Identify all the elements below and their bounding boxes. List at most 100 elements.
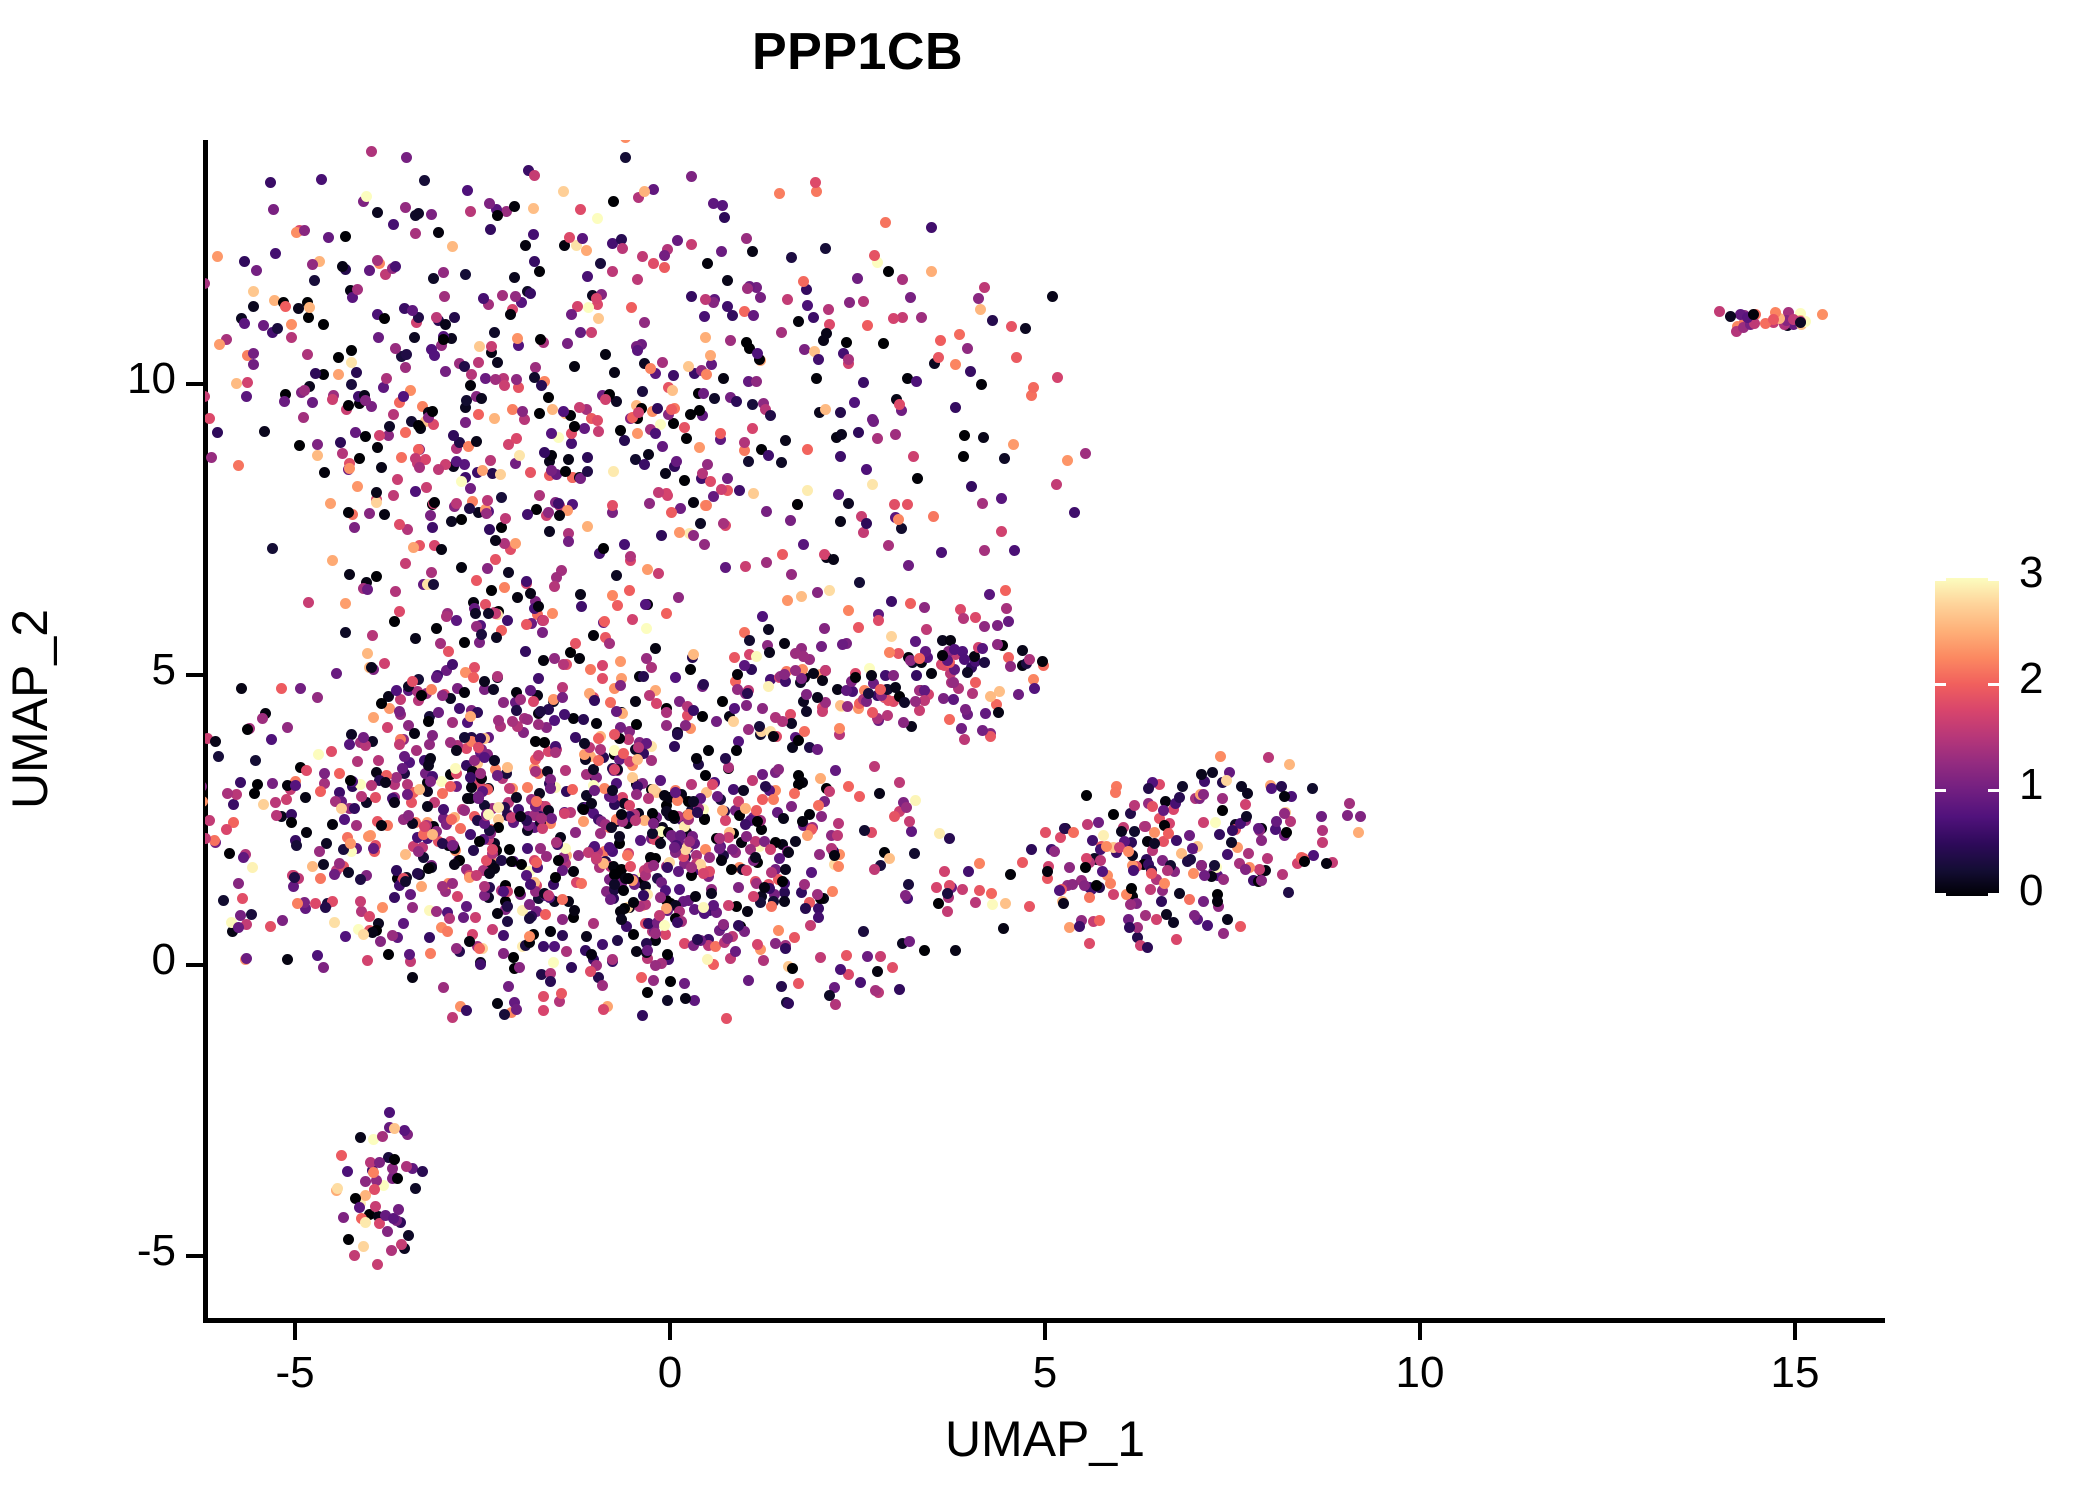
y-axis-label: UMAP_2 (2, 608, 58, 810)
scatter-point (406, 817, 418, 829)
scatter-point (1147, 777, 1159, 789)
scatter-point (615, 914, 627, 926)
scatter-point (592, 312, 604, 324)
scatter-point (617, 242, 629, 254)
scatter-point (933, 897, 945, 909)
scatter-point (581, 466, 593, 478)
scatter-point (902, 499, 914, 511)
scatter-point (1317, 824, 1329, 836)
scatter-point (459, 804, 471, 816)
scatter-point (1126, 883, 1137, 895)
scatter-point (903, 816, 915, 828)
scatter-point (624, 860, 636, 872)
scatter-point (506, 716, 518, 728)
scatter-point (472, 741, 484, 753)
scatter-point (725, 334, 737, 346)
scatter-point (1111, 780, 1122, 792)
scatter-point (819, 404, 831, 416)
scatter-point (582, 452, 594, 464)
scatter-point (785, 718, 797, 730)
scatter-point (617, 816, 629, 828)
scatter-point (478, 675, 490, 687)
scatter-point (1051, 479, 1063, 491)
scatter-point (871, 712, 883, 724)
scatter-point (648, 784, 660, 796)
scatter-point (373, 1218, 385, 1230)
scatter-point (780, 943, 792, 955)
scatter-point (719, 212, 731, 224)
scatter-point (779, 676, 791, 688)
scatter-point (1220, 774, 1232, 786)
scatter-point (1150, 914, 1162, 926)
scatter-point (412, 867, 424, 879)
scatter-point (447, 1011, 459, 1023)
scatter-point (406, 416, 418, 428)
scatter-point (467, 844, 479, 856)
scatter-point (431, 311, 443, 323)
scatter-point (858, 296, 870, 308)
scatter-point (205, 277, 211, 289)
scatter-point (1186, 842, 1198, 854)
scatter-point (584, 663, 596, 675)
scatter-point (725, 953, 737, 965)
scatter-point (798, 539, 810, 551)
scatter-point (701, 368, 713, 380)
scatter-point (1253, 823, 1265, 835)
scatter-point (581, 270, 593, 282)
scatter-point (211, 427, 223, 439)
scatter-point (718, 849, 730, 861)
scatter-point (565, 409, 577, 421)
scatter-point (1747, 308, 1759, 320)
scatter-point (1184, 829, 1196, 841)
scatter-point (778, 812, 790, 824)
scatter-point (339, 813, 351, 825)
scatter-point (1094, 915, 1106, 927)
scatter-point (883, 647, 895, 659)
scatter-point (337, 1211, 349, 1223)
scatter-point (452, 682, 464, 694)
scatter-point (567, 471, 579, 483)
x-tick-mark (1793, 1323, 1797, 1340)
scatter-point (1053, 884, 1065, 896)
scatter-point (945, 635, 957, 647)
scatter-point (1058, 897, 1070, 909)
scatter-point (407, 304, 419, 316)
scatter-point (966, 661, 978, 673)
scatter-point (645, 755, 657, 767)
scatter-point (683, 894, 695, 906)
scatter-point (593, 972, 605, 984)
scatter-point (751, 816, 763, 828)
scatter-point (346, 344, 358, 356)
scatter-point (942, 887, 954, 899)
scatter-point (548, 896, 560, 908)
scatter-point (463, 872, 475, 884)
scatter-point (756, 824, 768, 836)
scatter-point (545, 427, 557, 439)
scatter-point (508, 200, 520, 212)
scatter-point (501, 915, 513, 927)
scatter-point (362, 584, 374, 596)
scatter-point (489, 608, 501, 620)
scatter-point (894, 984, 906, 996)
scatter-point (1129, 799, 1141, 811)
scatter-point (1195, 859, 1207, 871)
scatter-point (355, 895, 367, 907)
scatter-point (708, 297, 720, 309)
scatter-point (509, 457, 521, 469)
scatter-point (441, 818, 453, 830)
scatter-point (470, 621, 482, 633)
scatter-point (887, 313, 899, 325)
scatter-point (320, 837, 332, 849)
scatter-point (827, 885, 839, 897)
scatter-point (618, 747, 630, 759)
scatter-point (371, 1258, 383, 1270)
scatter-point (1783, 307, 1795, 319)
x-axis-line (203, 1318, 1885, 1323)
scatter-point (289, 780, 301, 792)
scatter-point (1281, 827, 1293, 839)
scatter-point (574, 402, 586, 414)
scatter-point (659, 789, 671, 801)
scatter-point (433, 463, 445, 475)
scatter-point (568, 866, 580, 878)
scatter-point (985, 691, 997, 703)
